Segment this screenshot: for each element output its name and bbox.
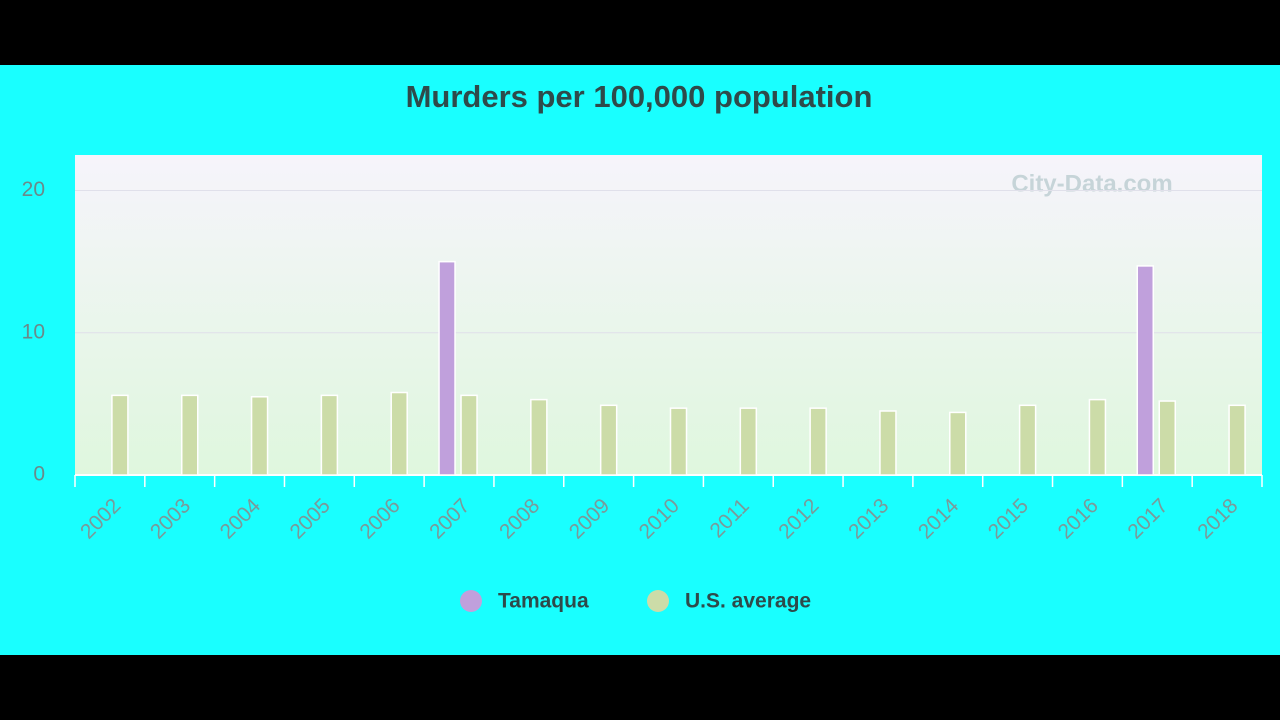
bar [250,396,269,476]
bar [669,407,688,476]
bar [879,410,897,476]
bar [1018,404,1037,476]
bar [599,404,618,476]
chart-title: Murders per 100,000 population [406,79,873,114]
bar [1158,400,1177,476]
bar [530,398,548,476]
bar [1136,265,1155,476]
legend-marker [460,590,482,612]
bar [949,411,967,476]
bar [739,407,758,476]
plot-area [75,155,1262,475]
legend-marker [647,590,669,612]
y-tick-label: 10 [22,320,45,343]
bar [1088,398,1107,476]
bar [460,394,478,476]
bar [809,407,827,476]
watermark: City-Data.com [1011,170,1172,197]
legend-label: Tamaqua [498,590,589,613]
bar [111,394,129,476]
bar [1228,404,1246,476]
y-tick-label: 0 [33,463,45,486]
y-tick-label: 20 [22,178,45,201]
legend-label: U.S. average [685,590,811,613]
bar [320,394,339,476]
bar [180,394,199,476]
bar [438,260,456,476]
bar [390,391,408,476]
